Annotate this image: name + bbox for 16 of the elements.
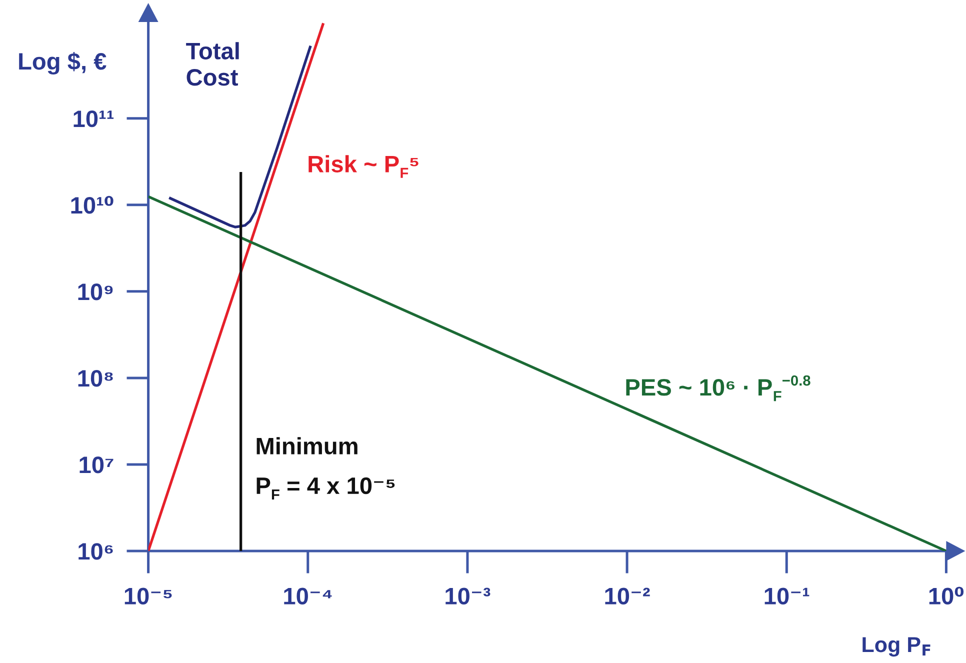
y-tick-label: 10¹⁰ [71, 196, 114, 214]
y-axis-title: Log $, € [19, 52, 106, 75]
x-tick-label: 10⁻³ [446, 588, 490, 604]
y-tick-label: 10⁷ [80, 456, 114, 474]
x-tick-label: 10⁻⁵ [124, 588, 172, 604]
y-tick-label: 10⁹ [78, 284, 113, 300]
x-tick-label: 10⁻¹ [764, 588, 810, 604]
y-tick-label: 10⁶ [78, 543, 113, 560]
text: Total Cost [186, 42, 239, 86]
x-tick-label: 10⁻⁴ [284, 588, 332, 604]
x-tick-label: 10⁻² [605, 588, 650, 604]
x-tick-label: 10⁰ [929, 586, 964, 604]
x-axis-title: Log P$_{F}$ [862, 637, 930, 657]
y-tick-label: 10⁸ [78, 370, 113, 387]
y-tick-label: 10¹¹ [74, 110, 114, 128]
annotation: Minimum [256, 437, 358, 454]
